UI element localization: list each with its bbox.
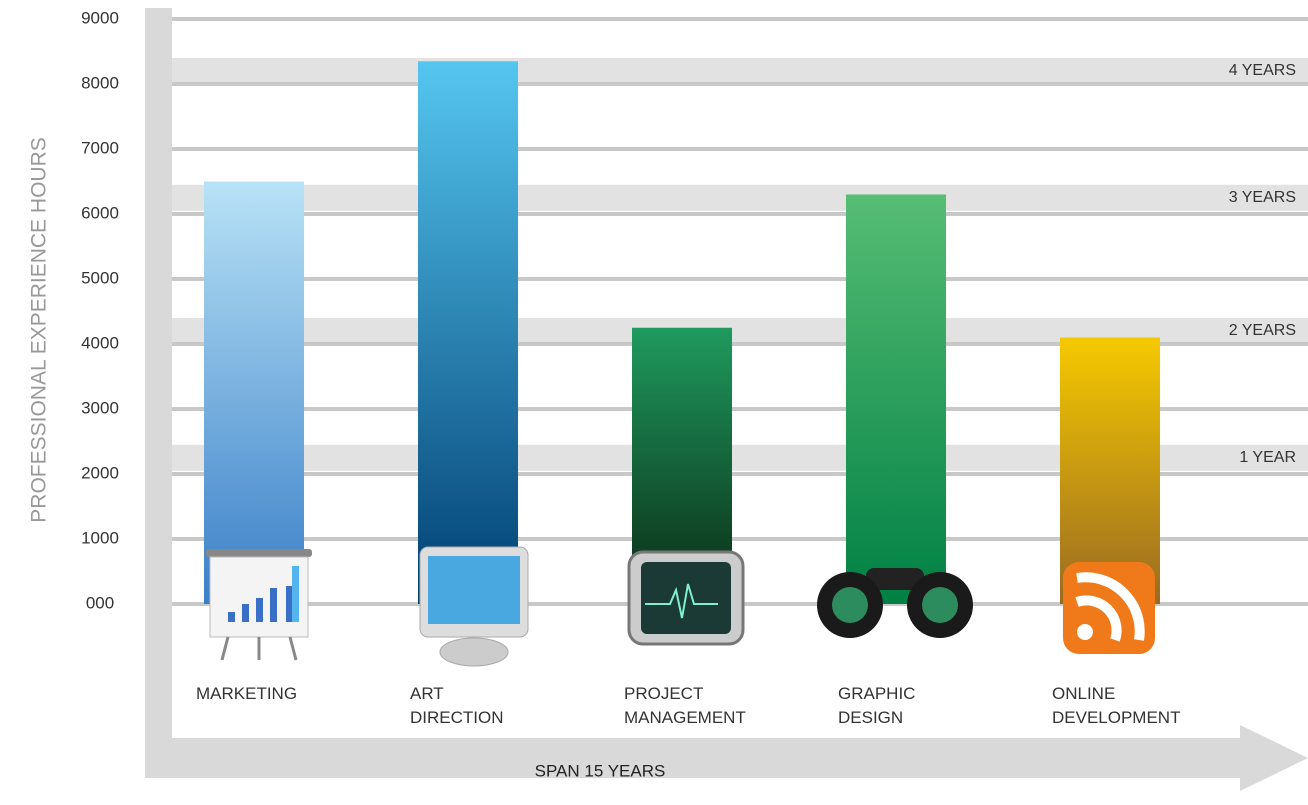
icon-rss-arc [1075, 595, 1122, 642]
category-label: ART DIRECTION [410, 684, 504, 727]
icon-easel-leg [288, 636, 298, 661]
category-label: ONLINE DEVELOPMENT [1052, 684, 1181, 727]
icon-easel-col [286, 586, 293, 622]
y-tick-label: 1000 [81, 528, 119, 547]
icon-easel-bar [206, 549, 312, 557]
bar [846, 194, 946, 604]
year-label: 3 YEARS [1229, 189, 1296, 206]
y-tick-label: 000 [86, 593, 114, 612]
y-tick-label: 8000 [81, 73, 119, 92]
category-label: PROJECT MANAGEMENT [624, 684, 746, 727]
y-tick-label: 7000 [81, 138, 119, 157]
icon-easel-col [228, 612, 235, 622]
icon-easel-leg [220, 636, 230, 661]
icon-binoculars-bridge [866, 568, 924, 590]
year-label: 2 YEARS [1229, 322, 1296, 339]
x-axis-label: SPAN 15 YEARS [535, 761, 666, 780]
icon-easel-col [256, 598, 263, 622]
icon-monitor-screen [428, 556, 520, 624]
icon-monitor-stand [439, 637, 509, 667]
category-label: MARKETING [196, 684, 298, 703]
icon-binoculars-glass [832, 587, 868, 623]
x-axis-arrow [145, 725, 1308, 791]
y-tick-label: 6000 [81, 203, 119, 222]
y-tick-label: 5000 [81, 268, 119, 287]
icon-easel-col [270, 588, 277, 622]
y-axis-label: PROFESSIONAL EXPERIENCE HOURS [28, 137, 51, 522]
icon-easel-col [242, 604, 249, 622]
bar [204, 181, 304, 604]
icon-easel-col [292, 566, 299, 622]
category-label: GRAPHIC DESIGN [838, 684, 916, 727]
icons [206, 546, 1155, 667]
year-label: 1 YEAR [1239, 449, 1296, 466]
bar [1060, 337, 1160, 604]
year-band [172, 58, 1308, 84]
icon-rss-arc [1076, 572, 1145, 641]
icon-ecg-trace [645, 583, 718, 619]
y-tick-label: 2000 [81, 463, 119, 482]
y-axis-band [145, 8, 172, 750]
y-tick-label: 9000 [81, 8, 119, 27]
y-tick-label: 4000 [81, 333, 119, 352]
bar [418, 61, 518, 604]
icon-rss-dot [1077, 624, 1093, 640]
y-tick-label: 3000 [81, 398, 119, 417]
icon-binoculars-glass [922, 587, 958, 623]
year-band [172, 184, 1308, 211]
year-label: 4 YEARS [1229, 62, 1296, 79]
